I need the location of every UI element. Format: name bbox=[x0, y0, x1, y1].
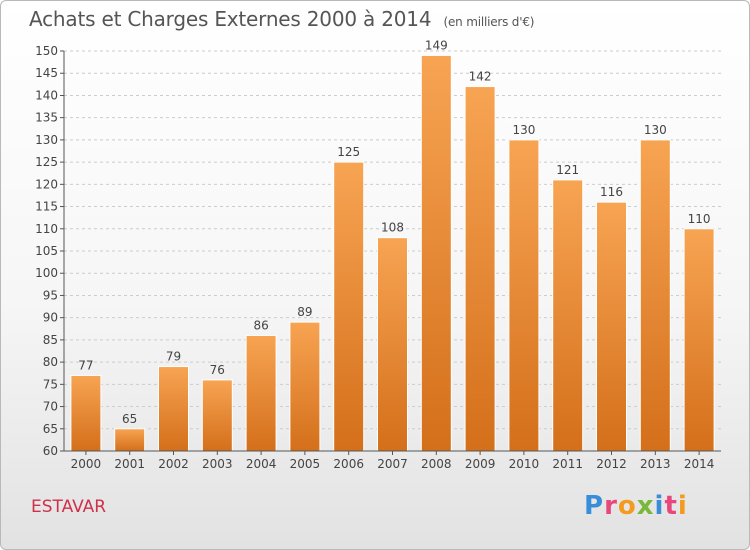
bar-2013 bbox=[639, 139, 671, 452]
bar-2007 bbox=[377, 237, 408, 452]
y-tick-label: 100 bbox=[35, 266, 58, 280]
y-tick-label: 75 bbox=[43, 377, 58, 391]
x-tick-label-2000: 2000 bbox=[71, 457, 102, 471]
x-tick-label-2010: 2010 bbox=[509, 457, 540, 471]
bar-2008 bbox=[420, 54, 452, 452]
commune-name: ESTAVAR bbox=[31, 497, 107, 517]
y-tick-label: 125 bbox=[35, 155, 58, 169]
data-label-2010: 130 bbox=[512, 123, 535, 137]
logo-letter: o bbox=[617, 491, 637, 521]
x-tick-label-2006: 2006 bbox=[333, 457, 364, 471]
y-tick-label: 135 bbox=[35, 111, 58, 125]
logo-letter: i bbox=[654, 491, 665, 521]
y-tick-label: 95 bbox=[43, 288, 58, 302]
y-tick-label: 60 bbox=[43, 444, 58, 458]
logo-letter: i bbox=[677, 491, 688, 521]
data-label-2007: 108 bbox=[381, 221, 404, 235]
bar-2004 bbox=[245, 334, 277, 452]
data-label-2009: 142 bbox=[469, 70, 492, 84]
chart-title-text: Achats et Charges Externes 2000 à 2014 bbox=[29, 7, 432, 31]
bar-2005 bbox=[289, 321, 321, 452]
chart-title: Achats et Charges Externes 2000 à 2014 (… bbox=[29, 7, 534, 31]
data-label-2000: 77 bbox=[78, 358, 93, 372]
y-tick-label: 90 bbox=[43, 311, 58, 325]
bars bbox=[70, 54, 715, 452]
data-label-2001: 65 bbox=[122, 412, 137, 426]
data-label-2003: 76 bbox=[210, 363, 225, 377]
data-label-2013: 130 bbox=[644, 123, 667, 137]
y-tick-label: 120 bbox=[35, 177, 58, 191]
x-tick-label-2001: 2001 bbox=[114, 457, 145, 471]
y-tick-label: 150 bbox=[35, 44, 58, 58]
logo-letter: P bbox=[584, 491, 605, 521]
x-tick-label-2011: 2011 bbox=[552, 457, 583, 471]
data-label-2014: 110 bbox=[688, 212, 711, 226]
data-label-2002: 79 bbox=[166, 350, 181, 364]
logo-letter: t bbox=[664, 491, 678, 521]
data-label-2011: 121 bbox=[556, 163, 579, 177]
bar-2009 bbox=[464, 86, 496, 452]
x-tick-label-2005: 2005 bbox=[290, 457, 321, 471]
y-tick-label: 140 bbox=[35, 88, 58, 102]
data-label-2004: 86 bbox=[253, 318, 268, 332]
y-tick-label: 130 bbox=[35, 133, 58, 147]
x-tick-label-2012: 2012 bbox=[596, 457, 627, 471]
bar-2000 bbox=[70, 374, 102, 452]
y-tick-label: 105 bbox=[35, 244, 58, 258]
bar-2012 bbox=[596, 201, 627, 452]
data-labels: 77 65 79 76 86 89 125 108 149 142 130 121 116 130 110 bbox=[78, 38, 710, 425]
bar-2011 bbox=[552, 179, 584, 452]
y-tick-label: 115 bbox=[35, 200, 58, 214]
data-label-2008: 149 bbox=[425, 38, 448, 52]
x-tick-label-2009: 2009 bbox=[465, 457, 496, 471]
x-tick-label-2013: 2013 bbox=[640, 457, 671, 471]
x-tick-label-2014: 2014 bbox=[684, 457, 715, 471]
logo-letter: r bbox=[604, 491, 618, 521]
x-tick-label-2004: 2004 bbox=[246, 457, 277, 471]
bar-2006 bbox=[333, 161, 365, 452]
data-label-2006: 125 bbox=[337, 145, 360, 159]
x-tick-label-2003: 2003 bbox=[202, 457, 233, 471]
bar-2003 bbox=[201, 379, 233, 452]
y-tick-label: 110 bbox=[35, 222, 58, 236]
logo-letter: x bbox=[636, 491, 655, 521]
chart-subtitle: (en milliers d'€) bbox=[443, 15, 535, 29]
data-label-2005: 89 bbox=[297, 305, 312, 319]
y-tick-label: 145 bbox=[35, 66, 58, 80]
x-tick-label-2008: 2008 bbox=[421, 457, 452, 471]
bar-2014 bbox=[683, 228, 715, 452]
bar-2002 bbox=[158, 366, 189, 452]
y-tick-label: 70 bbox=[43, 400, 58, 414]
y-tick-label: 65 bbox=[43, 422, 58, 436]
x-tick-label-2007: 2007 bbox=[377, 457, 408, 471]
bar-2010 bbox=[508, 139, 540, 452]
x-tick-label-2002: 2002 bbox=[158, 457, 189, 471]
proxiti-logo[interactable]: Proxiti bbox=[584, 491, 688, 521]
axes: 60 65 70 75 80 85 90 95 100 105 110 115 120 125 130 135… bbox=[35, 44, 721, 471]
y-tick-label: 85 bbox=[43, 333, 58, 347]
bar-2001 bbox=[114, 428, 146, 452]
y-tick-label: 80 bbox=[43, 355, 58, 369]
data-label-2012: 116 bbox=[600, 185, 623, 199]
